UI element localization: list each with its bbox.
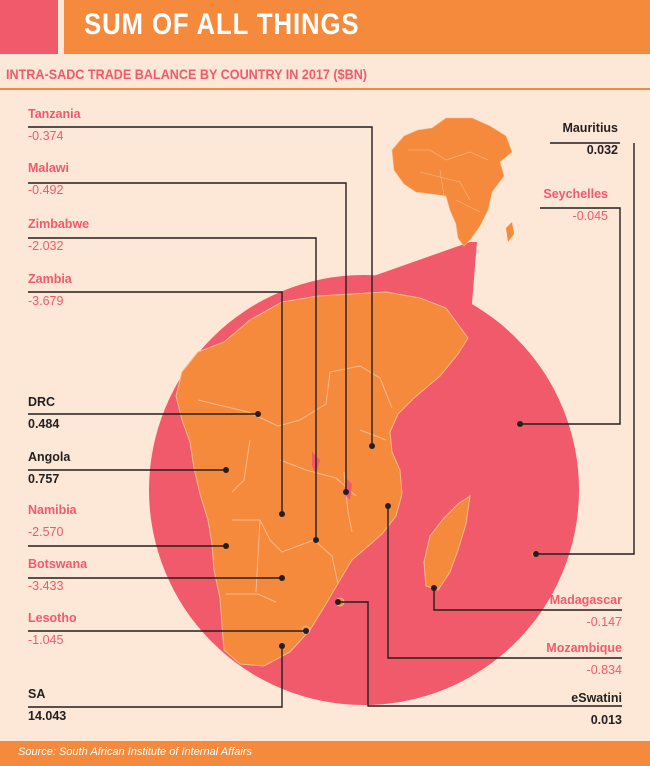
label-lesotho-name: Lesotho <box>28 611 77 625</box>
dot-namibia <box>223 543 229 549</box>
source-bar <box>0 741 650 766</box>
label-zambia-name: Zambia <box>28 272 72 286</box>
subtitle-rule <box>0 88 650 90</box>
dot-seychelles <box>517 421 523 427</box>
leader-line-mozambique <box>387 506 622 659</box>
dot-malawi <box>343 489 349 495</box>
label-mozambique-name: Mozambique <box>546 641 622 655</box>
label-madagascar: Madagascar -0.147 <box>550 592 622 630</box>
label-drc: DRC 0.484 <box>28 394 59 432</box>
label-namibia-value: -2.570 <box>28 525 64 539</box>
label-angola-name: Angola <box>28 450 71 464</box>
label-madagascar-value: -0.147 <box>586 615 622 629</box>
label-botswana: Botswana -3.433 <box>28 556 87 594</box>
label-angola: Angola 0.757 <box>28 449 70 487</box>
label-namibia-name: Namibia <box>28 503 77 517</box>
label-angola-value: 0.757 <box>28 472 60 486</box>
leader-line-malawi <box>28 182 347 492</box>
label-mauritius-value: 0.032 <box>586 143 618 157</box>
leader-line-zambia <box>28 291 283 514</box>
label-malawi-value: -0.492 <box>28 183 64 197</box>
leader-line-sa <box>28 646 283 708</box>
label-tanzania-name: Tanzania <box>28 107 81 121</box>
leader-line-mauritius-arrow <box>536 143 635 555</box>
label-eswatini: eSwatini 0.013 <box>571 690 622 728</box>
dot-sa <box>279 643 285 649</box>
label-tanzania-value: -0.374 <box>28 129 64 143</box>
page-title: SUM OF ALL THINGS <box>84 8 360 41</box>
dot-madagascar <box>431 585 437 591</box>
label-drc-value: 0.484 <box>28 417 60 431</box>
label-malawi: Malawi -0.492 <box>28 160 69 198</box>
label-seychelles: Seychelles -0.045 <box>543 186 608 224</box>
label-mauritius-name: Mauritius <box>562 121 618 135</box>
label-botswana-name: Botswana <box>28 557 88 571</box>
leader-line-eswatini <box>338 601 622 707</box>
label-namibia: Namibia -2.570 <box>28 502 77 540</box>
dot-lesotho <box>303 628 309 634</box>
leader-line-madagascar <box>433 588 622 611</box>
label-mozambique: Mozambique -0.834 <box>546 640 622 678</box>
label-sa: SA 14.043 <box>28 686 66 724</box>
leader-line-tanzania <box>28 126 373 446</box>
africa-inset-icon <box>391 117 514 247</box>
source-credit: Source: South African Institute of Inter… <box>18 746 252 758</box>
label-zambia-value: -3.679 <box>28 294 64 308</box>
label-mauritius: Mauritius 0.032 <box>562 120 618 158</box>
dot-botswana <box>279 575 285 581</box>
label-seychelles-value: -0.045 <box>572 209 608 223</box>
label-seychelles-name: Seychelles <box>543 187 608 201</box>
label-sa-name: SA <box>28 687 46 701</box>
label-lesotho: Lesotho -1.045 <box>28 610 77 648</box>
dot-drc <box>255 411 261 417</box>
dot-mozambique <box>385 503 391 509</box>
label-botswana-value: -3.433 <box>28 579 64 593</box>
label-eswatini-name: eSwatini <box>571 691 622 705</box>
leader-line-seychelles <box>520 207 621 425</box>
label-tanzania: Tanzania -0.374 <box>28 106 81 144</box>
dot-zambia <box>279 511 285 517</box>
leader-line-zimbabwe <box>28 237 317 540</box>
label-eswatini-value: 0.013 <box>590 713 622 727</box>
title-bar <box>64 0 650 54</box>
label-mozambique-value: -0.834 <box>586 663 622 677</box>
label-zambia: Zambia -3.679 <box>28 271 72 309</box>
label-zimbabwe: Zimbabwe -2.032 <box>28 216 89 254</box>
dot-zimbabwe <box>313 537 319 543</box>
label-zimbabwe-name: Zimbabwe <box>28 217 90 231</box>
dot-eswatini <box>335 599 341 605</box>
chart-subtitle: INTRA-SADC TRADE BALANCE BY COUNTRY IN 2… <box>6 66 368 82</box>
label-malawi-name: Malawi <box>28 161 69 175</box>
dot-mauritius <box>533 551 539 557</box>
label-lesotho-value: -1.045 <box>28 633 64 647</box>
southern-africa-map <box>175 291 537 667</box>
label-sa-value: 14.043 <box>28 709 67 723</box>
dot-tanzania <box>369 443 375 449</box>
label-drc-name: DRC <box>28 395 56 409</box>
label-zimbabwe-value: -2.032 <box>28 239 64 253</box>
dot-angola <box>223 467 229 473</box>
label-madagascar-name: Madagascar <box>549 593 622 607</box>
header-accent-block <box>0 0 58 54</box>
